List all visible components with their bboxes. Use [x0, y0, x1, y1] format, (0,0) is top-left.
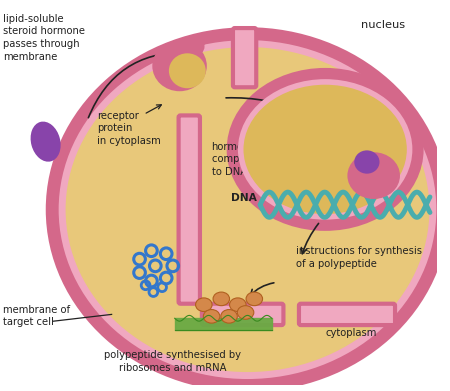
Ellipse shape: [153, 42, 206, 90]
Ellipse shape: [31, 122, 61, 161]
Text: hormone–receptor
complex attaches
to DNA: hormone–receptor complex attaches to DNA: [212, 142, 303, 177]
Text: DNA: DNA: [231, 193, 257, 203]
Text: cytoplasm: cytoplasm: [325, 328, 377, 338]
FancyBboxPatch shape: [299, 304, 395, 325]
Ellipse shape: [246, 292, 262, 306]
FancyBboxPatch shape: [202, 304, 284, 325]
Ellipse shape: [213, 292, 230, 306]
Text: membrane of
target cell: membrane of target cell: [3, 305, 70, 328]
Ellipse shape: [194, 34, 208, 45]
Text: receptor
protein
in cytoplasm: receptor protein in cytoplasm: [97, 111, 161, 146]
Ellipse shape: [241, 82, 410, 217]
Ellipse shape: [203, 310, 220, 323]
Ellipse shape: [62, 44, 433, 375]
Text: nucleus: nucleus: [361, 20, 405, 30]
Ellipse shape: [54, 35, 441, 384]
Ellipse shape: [348, 153, 399, 198]
Text: instructions for synthesis
of a polypeptide: instructions for synthesis of a polypept…: [296, 246, 422, 269]
Ellipse shape: [233, 74, 417, 224]
Ellipse shape: [184, 38, 204, 55]
FancyBboxPatch shape: [179, 115, 200, 304]
Text: polypeptide synthesised by
ribosomes and mRNA: polypeptide synthesised by ribosomes and…: [104, 350, 241, 373]
Ellipse shape: [230, 298, 246, 312]
Text: lipid-soluble
steroid hormone
passes through
membrane: lipid-soluble steroid hormone passes thr…: [3, 14, 85, 62]
Ellipse shape: [221, 310, 237, 323]
Ellipse shape: [354, 151, 379, 174]
Ellipse shape: [237, 306, 254, 319]
Ellipse shape: [169, 53, 206, 88]
FancyBboxPatch shape: [233, 28, 256, 87]
Ellipse shape: [196, 298, 212, 312]
